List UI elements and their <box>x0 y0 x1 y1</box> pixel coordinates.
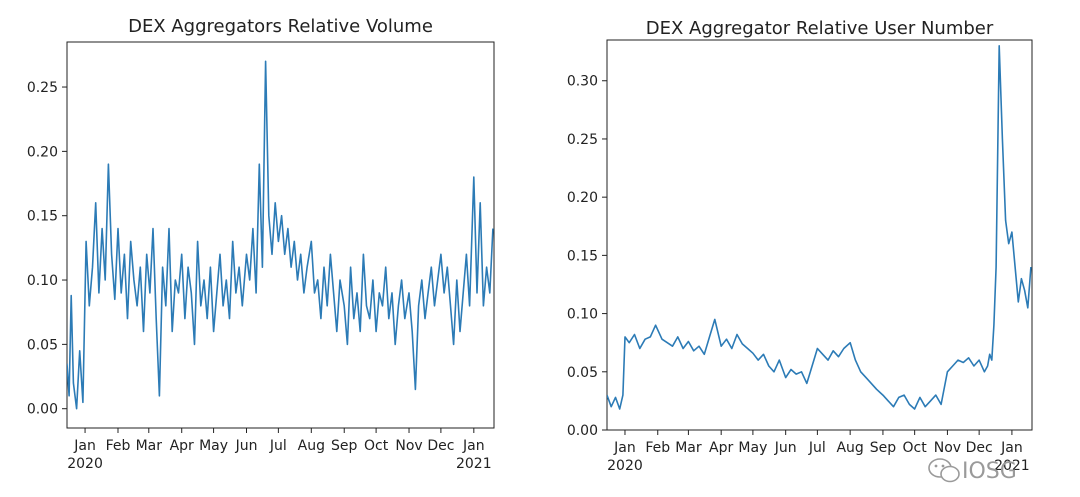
watermark-text: IOSG <box>962 459 1017 484</box>
x-tick-label: Jan <box>73 438 96 454</box>
x-tick-label: May <box>199 438 228 454</box>
y-tick-label: 0.15 <box>27 209 58 225</box>
x-tick-label: Jun <box>235 438 258 454</box>
x-tick-label: Jul <box>808 440 826 456</box>
x-tick-label: Jan <box>462 438 485 454</box>
x-tick-label: Sep <box>870 440 897 456</box>
chart-title: DEX Aggregators Relative Volume <box>128 16 433 37</box>
chart-relative-user-number: DEX Aggregator Relative User Number 0.00 0… <box>567 18 1033 474</box>
x-tick-label: Feb <box>645 440 670 456</box>
x-tick-year-label: 2020 <box>607 458 643 474</box>
x-tick-year-label: 2021 <box>456 456 492 472</box>
x-tick-label: Aug <box>836 440 863 456</box>
y-tick-label: 0.20 <box>27 144 58 160</box>
x-tick-label: Jul <box>269 438 287 454</box>
x-tick-label: Nov <box>934 440 961 456</box>
y-tick-label: 0.00 <box>27 402 58 418</box>
plot-frame <box>606 39 1033 431</box>
x-tick-label: Dec <box>427 438 454 454</box>
x-tick-label: May <box>738 440 767 456</box>
y-tick-label: 0.20 <box>567 190 598 206</box>
y-tick-label: 0.30 <box>567 74 598 90</box>
y-tick-label: 0.25 <box>567 132 598 148</box>
y-tick-label: 0.05 <box>567 365 598 381</box>
chart-relative-volume: DEX Aggregators Relative Volume 0.00 0.05 0… <box>27 16 495 472</box>
x-tick-label: Nov <box>395 438 422 454</box>
y-tick-label: 0.00 <box>567 423 598 439</box>
x-tick-year-label: 2020 <box>67 456 103 472</box>
chart-title: DEX Aggregator Relative User Number <box>646 18 994 39</box>
x-tick-label: Mar <box>136 438 163 454</box>
x-tick-label: Dec <box>966 440 993 456</box>
plot-frame <box>66 41 495 429</box>
x-tick-label: Jan <box>1000 440 1023 456</box>
x-tick-label: Feb <box>106 438 131 454</box>
series-line <box>67 60 494 410</box>
x-tick-label: Oct <box>903 440 928 456</box>
x-tick-label: Apr <box>170 438 194 454</box>
watermark: IOSG <box>928 458 1017 484</box>
wechat-icon <box>928 458 960 483</box>
x-tick-label: Jan <box>613 440 636 456</box>
y-tick-label: 0.05 <box>27 337 58 353</box>
y-tick-label: 0.10 <box>567 307 598 323</box>
x-tick-year-label: 2021 <box>994 458 1030 474</box>
x-tick-label: Aug <box>298 438 325 454</box>
x-tick-label: Apr <box>709 440 733 456</box>
x-tick-label: Oct <box>364 438 389 454</box>
y-tick-label: 0.15 <box>567 248 598 264</box>
x-tick-label: Sep <box>331 438 358 454</box>
x-tick-label: Jun <box>774 440 797 456</box>
y-tick-label: 0.10 <box>27 273 58 289</box>
y-tick-label: 0.25 <box>27 80 58 96</box>
x-tick-label: Mar <box>675 440 702 456</box>
series-line <box>607 45 1032 410</box>
